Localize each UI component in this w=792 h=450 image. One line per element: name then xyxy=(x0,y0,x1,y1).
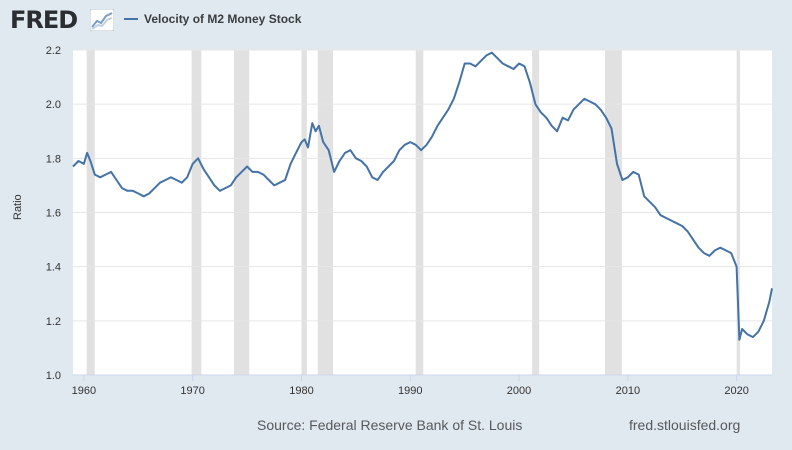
source-text: Source: Federal Reserve Bank of St. Loui… xyxy=(257,417,523,433)
x-tick-label: 2020 xyxy=(724,385,748,397)
y-axis-title: Ratio xyxy=(12,194,24,220)
y-tick-label: 1.0 xyxy=(46,370,61,382)
x-tick-label: 2010 xyxy=(616,385,640,397)
y-tick-label: 1.6 xyxy=(46,208,61,220)
y-tick-label: 2.0 xyxy=(46,99,61,111)
fred-logo[interactable]: FRED xyxy=(10,6,78,34)
x-tick-label: 1990 xyxy=(398,385,422,397)
site-link[interactable]: fred.stlouisfed.org xyxy=(629,417,741,433)
x-tick-label: 1980 xyxy=(289,385,313,397)
line-chart-icon xyxy=(90,9,114,31)
legend[interactable]: Velocity of M2 Money Stock xyxy=(124,12,301,26)
series-line xyxy=(72,51,773,341)
y-tick-label: 1.2 xyxy=(46,316,61,328)
y-tick-label: 1.8 xyxy=(46,153,61,165)
legend-label: Velocity of M2 Money Stock xyxy=(144,12,302,26)
legend-swatch xyxy=(124,18,138,20)
y-tick-label: 1.4 xyxy=(46,262,61,274)
x-tick-label: 1970 xyxy=(180,385,204,397)
x-tick-label: 2000 xyxy=(507,385,531,397)
y-tick-label: 2.2 xyxy=(46,45,61,57)
x-tick-label: 1960 xyxy=(72,385,96,397)
